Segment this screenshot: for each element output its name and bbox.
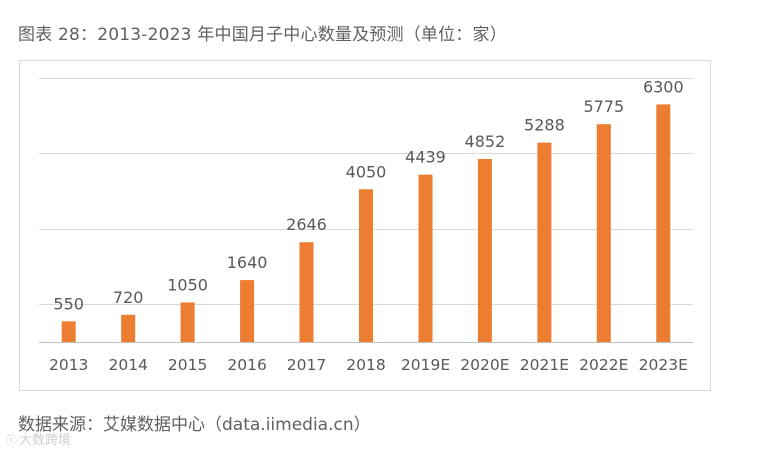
figure-caption: 图表 28：2013-2023 年中国月子中心数量及预测（单位：家） [18,25,507,45]
data-label: 2646 [286,215,327,234]
data-label: 4439 [405,148,446,167]
x-tick-label: 2023E [639,356,688,374]
data-label: 4852 [465,132,506,151]
data-label: 550 [53,294,84,313]
data-label: 6300 [643,77,684,96]
data-label: 1640 [227,253,268,272]
x-tick-label: 2021E [520,356,569,374]
data-label: 1050 [167,275,208,294]
bar [477,159,492,342]
bar [121,314,136,342]
data-label: 5775 [583,97,624,116]
x-tick-label: 2017 [287,356,326,374]
bar [299,242,314,342]
x-tick-label: 2013 [49,356,88,374]
data-label: 720 [113,288,144,307]
bar [180,302,195,342]
x-tick-label: 2019E [401,356,450,374]
bar [537,142,552,342]
watermark: ⓒ 大数跨境 [6,429,71,448]
x-tick-label: 2016 [227,356,266,374]
bar [596,124,611,342]
x-tick-label: 2020E [460,356,509,374]
x-tick-label: 2022E [579,356,628,374]
bar [418,174,433,342]
watermark-logo-icon: ⓒ [6,434,17,447]
x-tick-label: 2015 [168,356,207,374]
chart-frame: 550 2013 720 2014 1050 2015 1640 2016 2646 2017 40… [19,60,711,391]
x-tick-label: 2014 [108,356,147,374]
bar [240,280,255,342]
bar-chart: 550 2013 720 2014 1050 2015 1640 2016 2646 2017 40… [39,77,693,374]
data-label: 4050 [346,162,387,181]
bar [61,321,76,342]
data-label: 5288 [524,116,565,135]
source-note: 数据来源：艾媒数据中心（data.iimedia.cn） [18,415,371,435]
x-tick-label: 2018 [346,356,385,374]
bar [359,189,373,342]
bar [656,104,671,343]
watermark-text: 大数跨境 [19,433,72,448]
